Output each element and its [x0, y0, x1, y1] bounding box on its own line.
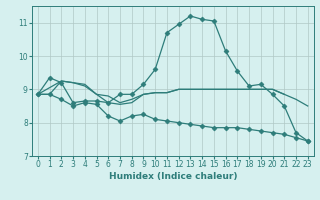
- X-axis label: Humidex (Indice chaleur): Humidex (Indice chaleur): [108, 172, 237, 181]
